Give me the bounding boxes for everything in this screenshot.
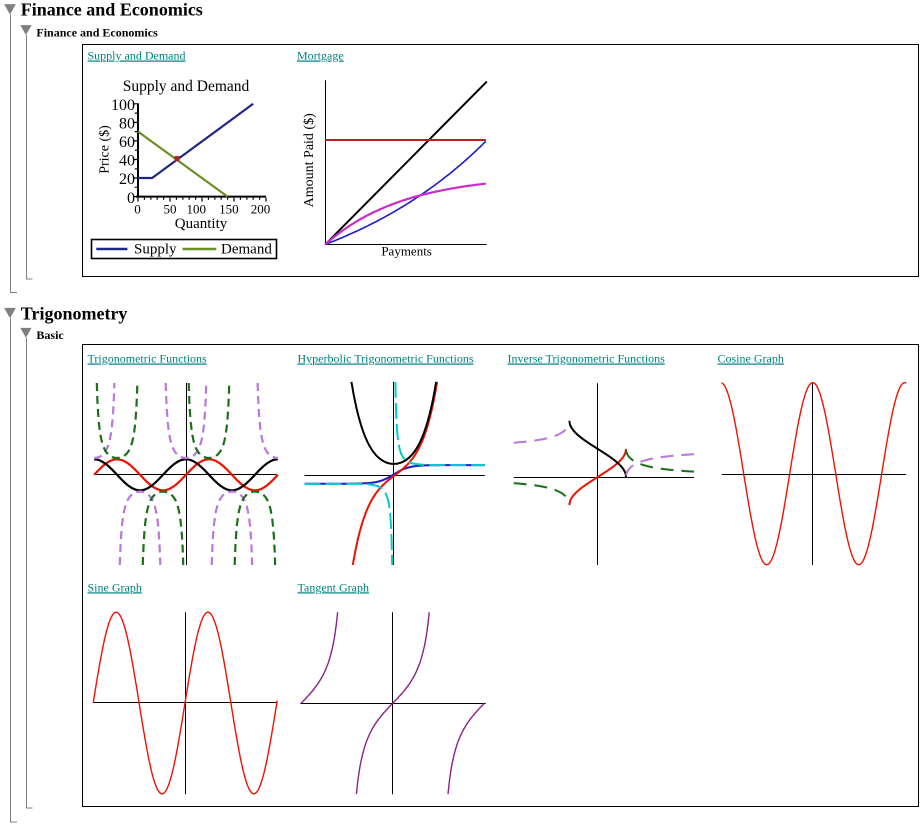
- svg-text:Mortgage: Mortgage: [297, 49, 344, 63]
- svg-text:200: 200: [251, 202, 271, 217]
- svg-text:Finance and Economics: Finance and Economics: [21, 0, 203, 20]
- svg-text:Sine Graph: Sine Graph: [88, 580, 142, 594]
- svg-text:Finance and Economics: Finance and Economics: [36, 25, 158, 39]
- svg-text:Tangent Graph: Tangent Graph: [298, 580, 369, 594]
- svg-text:Trigonometry: Trigonometry: [21, 303, 128, 323]
- svg-text:Amount Paid ($): Amount Paid ($): [302, 113, 317, 207]
- svg-text:Hyperbolic Trigonometric Funct: Hyperbolic Trigonometric Functions: [298, 352, 474, 366]
- svg-text:40: 40: [119, 153, 135, 170]
- svg-text:Supply and Demand: Supply and Demand: [123, 78, 250, 95]
- svg-text:Supply: Supply: [134, 242, 177, 258]
- svg-text:Cosine Graph: Cosine Graph: [718, 352, 784, 366]
- svg-text:0: 0: [127, 190, 135, 207]
- svg-text:Quantity: Quantity: [175, 216, 228, 232]
- svg-text:60: 60: [119, 134, 135, 151]
- svg-text:150: 150: [219, 202, 239, 217]
- svg-text:100: 100: [187, 202, 207, 217]
- svg-text:Basic: Basic: [36, 328, 64, 342]
- svg-text:50: 50: [164, 202, 177, 217]
- svg-text:Price ($): Price ($): [98, 125, 113, 174]
- svg-text:80: 80: [119, 116, 135, 133]
- svg-text:20: 20: [119, 171, 135, 188]
- svg-text:Supply and Demand: Supply and Demand: [88, 49, 186, 63]
- svg-text:Inverse Trigonometric Function: Inverse Trigonometric Functions: [508, 352, 666, 366]
- svg-text:Demand: Demand: [221, 242, 272, 258]
- svg-text:0: 0: [134, 202, 141, 217]
- svg-text:Trigonometric Functions: Trigonometric Functions: [88, 352, 208, 366]
- svg-text:Payments: Payments: [381, 244, 432, 259]
- svg-text:100: 100: [111, 97, 135, 114]
